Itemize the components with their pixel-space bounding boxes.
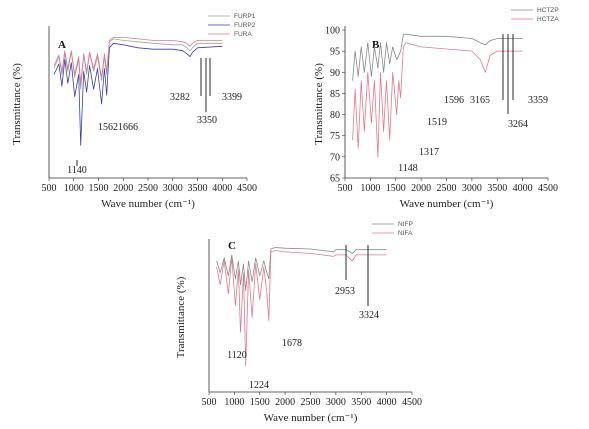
y-tick-label: 95 [330, 47, 340, 58]
x-tick-label: 2000 [275, 397, 295, 408]
y-tick-label: 70 [330, 152, 340, 163]
x-axis-label: Wave number (cm⁻¹) [264, 412, 358, 424]
annotation-label: 1678 [282, 338, 302, 349]
annotation-label: 3399 [222, 92, 242, 103]
series-line-fura [53, 37, 223, 84]
x-axis-label: Wave number (cm⁻¹) [400, 198, 494, 210]
x-tick-label: 4500 [237, 183, 257, 194]
annotation-label: 3359 [528, 95, 548, 106]
x-tick-label: 4500 [402, 397, 422, 408]
annotation-label: 3282 [170, 92, 190, 103]
x-tick-label: 1000 [64, 183, 84, 194]
x-tick-label: 3000 [462, 183, 482, 194]
panel-letter: B [372, 39, 380, 51]
y-axis-label: Transmittance (%) [313, 63, 325, 145]
annotation-label: 1224 [249, 380, 269, 391]
annotation-label: 3350 [197, 115, 217, 126]
legend-label: FURA [234, 31, 252, 38]
x-tick-label: 1500 [89, 183, 109, 194]
x-tick-label: 2500 [301, 397, 321, 408]
annotation-label: 3165 [470, 95, 490, 106]
x-axis-label: Wave number (cm⁻¹) [101, 198, 195, 210]
series-line-nifp [216, 247, 387, 292]
series-line-furp2 [53, 42, 223, 146]
annotation-label: 2953 [335, 286, 355, 297]
annotation-label: 3264 [508, 119, 528, 130]
x-tick-label: 2500 [138, 183, 158, 194]
annotation-label: 1148 [398, 163, 418, 174]
y-tick-label: 80 [330, 110, 340, 121]
y-tick-label: 85 [330, 89, 340, 100]
x-tick-label: 500 [338, 183, 353, 194]
legend-label: FURP2 [234, 22, 256, 29]
annotation-label: 1562 [98, 122, 118, 133]
y-tick-label: 90 [330, 68, 340, 79]
x-tick-label: 500 [42, 183, 57, 194]
y-tick-label: 65 [330, 174, 340, 185]
x-tick-label: 3000 [326, 397, 346, 408]
annotation-label: 1519 [427, 117, 447, 128]
y-tick-label: 100 [325, 26, 340, 37]
legend-label: HCTZP [537, 7, 559, 14]
x-tick-label: 3000 [163, 183, 183, 194]
annotation-label: 1666 [118, 122, 138, 133]
x-tick-label: 3500 [487, 183, 507, 194]
x-tick-label: 3500 [351, 397, 371, 408]
chart-panel-a: 500 1000 1500 2000 2500 3000 3500 4000 4500 Wave … [11, 13, 257, 210]
annotation-label: 1120 [227, 350, 247, 361]
annotation-label: 1596 [444, 95, 464, 106]
annotation-label: 1317 [419, 147, 439, 158]
chart-panel-c: 500 1000 1500 2000 2500 3000 3500 4000 4500 Wave … [175, 221, 422, 424]
x-tick-label: 1500 [250, 397, 270, 408]
y-tick-label: 75 [330, 131, 340, 142]
panel-letter: A [58, 39, 66, 51]
y-axis-label: Transmittance (%) [11, 63, 23, 145]
x-tick-label: 4000 [212, 183, 232, 194]
series-line-nifa [216, 250, 387, 366]
legend-label: HCTZA [537, 16, 559, 23]
x-tick-label: 2000 [113, 183, 133, 194]
series-line-hctza [352, 42, 523, 158]
legend-label: FURP1 [234, 13, 256, 20]
x-tick-label: 1000 [224, 397, 244, 408]
chart-panel-b: 500 1000 1500 2000 2500 3000 3500 4000 4500 65 70 7… [313, 7, 559, 210]
x-tick-label: 500 [202, 397, 217, 408]
x-tick-label: 2500 [437, 183, 457, 194]
x-tick-label: 1000 [360, 183, 380, 194]
x-tick-label: 4000 [513, 183, 533, 194]
series-line-hctzp [352, 33, 523, 81]
panel-letter: C [228, 240, 236, 252]
x-tick-label: 4000 [377, 397, 397, 408]
x-tick-label: 4500 [538, 183, 558, 194]
x-tick-label: 2000 [411, 183, 431, 194]
legend-label: NIFA [398, 230, 413, 237]
x-tick-label: 3500 [188, 183, 208, 194]
legend-label: NIFP [398, 221, 413, 228]
x-tick-label: 1500 [386, 183, 406, 194]
annotation-label: 1140 [67, 165, 87, 176]
y-axis-label: Transmittance (%) [175, 276, 187, 358]
annotation-label: 3324 [359, 310, 379, 321]
